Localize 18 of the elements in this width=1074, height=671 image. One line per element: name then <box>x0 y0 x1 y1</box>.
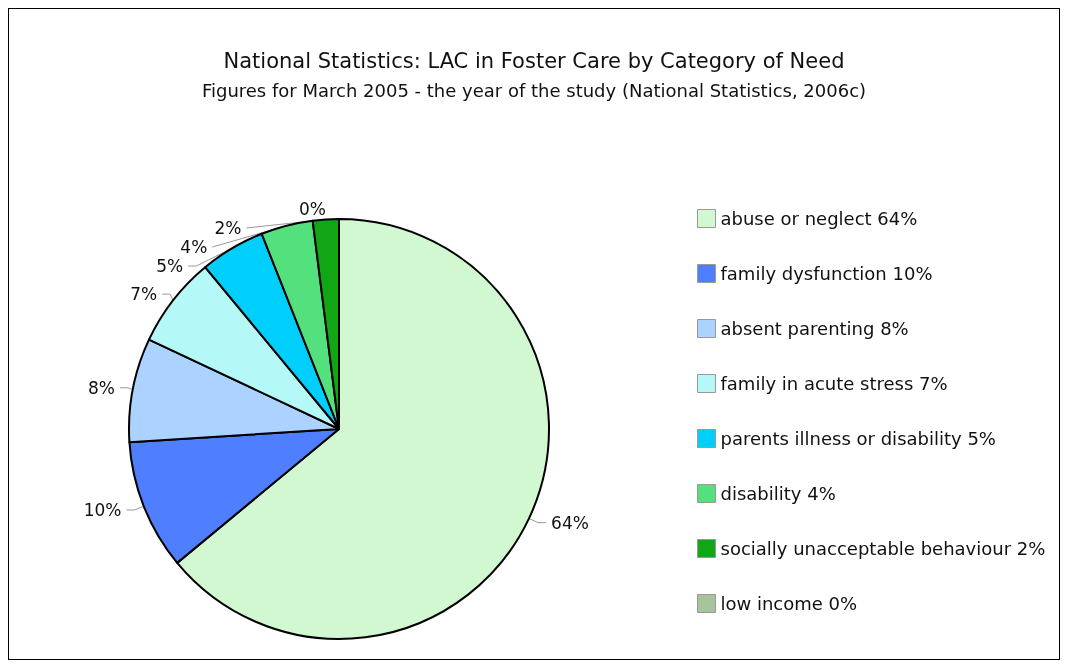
legend-label: family in acute stress 7% <box>720 373 948 394</box>
legend-label: low income 0% <box>720 593 858 614</box>
data-label: 4% <box>180 237 208 257</box>
legend-label: socially unacceptable behaviour 2% <box>720 538 1046 559</box>
data-label: 8% <box>87 377 115 398</box>
chart-subtitle: Figures for March 2005 - the year of the study (National Statistics, 2006c) <box>201 79 867 101</box>
legend-label: absent parenting 8% <box>720 318 909 339</box>
data-label: 2% <box>214 218 242 238</box>
data-label: 7% <box>130 284 158 305</box>
data-label: 5% <box>156 256 184 276</box>
data-label: 64% <box>551 512 589 533</box>
legend-label: disability 4% <box>720 483 836 504</box>
text: 0% <box>299 199 326 219</box>
legend-label: parents illness or disability 5% <box>720 428 996 449</box>
legend-label: abuse or neglect 64% <box>720 208 918 229</box>
data-label: 10% <box>83 499 122 520</box>
legend-label: family dysfunction 10% <box>720 263 933 284</box>
chart-title: National Statistics: LAC in Foster Care by Category of Need <box>223 48 845 73</box>
